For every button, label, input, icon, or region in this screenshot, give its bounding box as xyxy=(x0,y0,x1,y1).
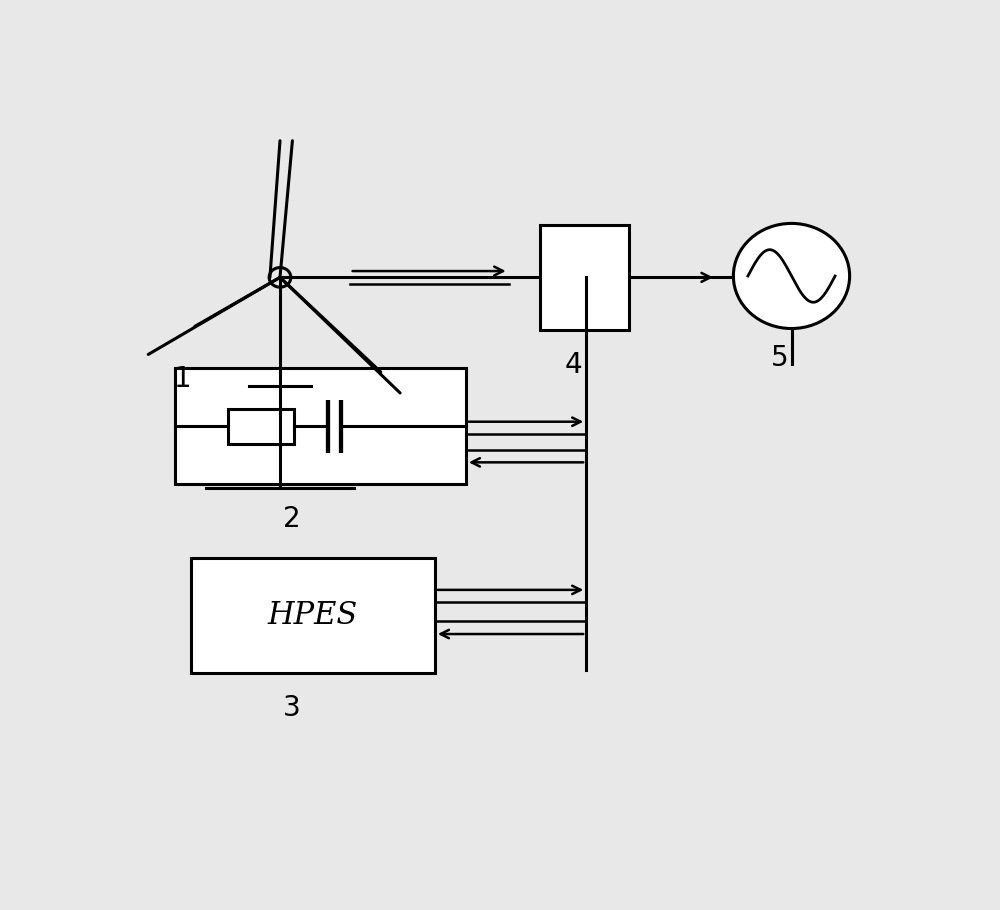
Bar xyxy=(191,558,435,673)
Circle shape xyxy=(733,224,850,329)
Text: 2: 2 xyxy=(283,505,300,533)
Bar xyxy=(540,225,629,330)
Text: 3: 3 xyxy=(283,694,300,723)
Text: 4: 4 xyxy=(564,351,582,379)
Circle shape xyxy=(269,268,291,288)
Bar xyxy=(175,369,466,484)
Text: HPES: HPES xyxy=(268,600,358,631)
Text: 5: 5 xyxy=(771,344,789,372)
Bar xyxy=(228,409,294,444)
Text: 1: 1 xyxy=(174,365,192,393)
